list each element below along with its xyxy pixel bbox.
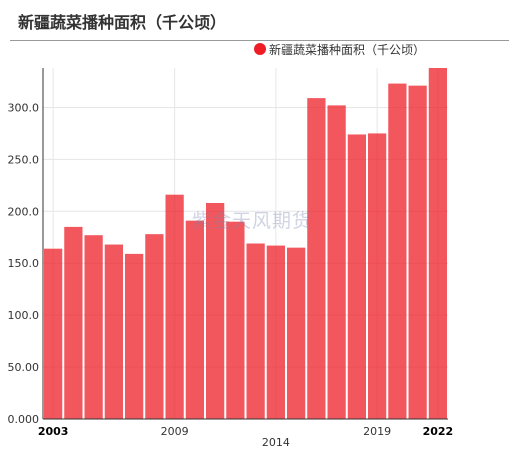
y-tick-label: 0.000 [8,413,40,426]
y-tick-label: 250.0 [8,153,40,166]
y-tick-label: 50.00 [8,361,40,374]
y-tick-label: 100.0 [8,309,40,322]
y-tick-label: 150.0 [8,257,40,270]
bar [246,243,265,419]
watermark-text: 紫金天风期货 [192,210,313,232]
bar [84,235,103,419]
title-divider [10,40,509,41]
bar [287,247,306,419]
x-tick-label: 2009 [161,425,189,438]
bar [226,221,245,419]
bar [44,248,63,419]
bar [388,83,407,420]
bar [145,234,164,419]
bar [64,226,83,419]
bar [185,220,204,419]
y-tick-label: 200.0 [8,205,40,218]
bar [428,68,447,419]
bar [266,245,285,419]
bar [327,105,346,419]
x-tick-label: 2019 [363,425,391,438]
bar [408,85,427,420]
bar [165,194,184,419]
bar [307,98,326,419]
x-tick-label: 2022 [423,425,454,438]
bar [125,253,144,419]
legend-marker [254,43,266,55]
bar [104,244,123,419]
x-tick-label: 2014 [262,436,290,449]
bar [347,134,366,419]
bar [368,133,387,419]
x-tick-label: 2003 [38,425,69,438]
chart-title: 新疆蔬菜播种面积（千公顷） [18,13,227,32]
y-tick-label: 300.0 [8,101,40,114]
bar [206,203,225,419]
legend-label: 新疆蔬菜播种面积（千公顷） [269,42,426,57]
legend[interactable]: 新疆蔬菜播种面积（千公顷） [254,41,425,57]
